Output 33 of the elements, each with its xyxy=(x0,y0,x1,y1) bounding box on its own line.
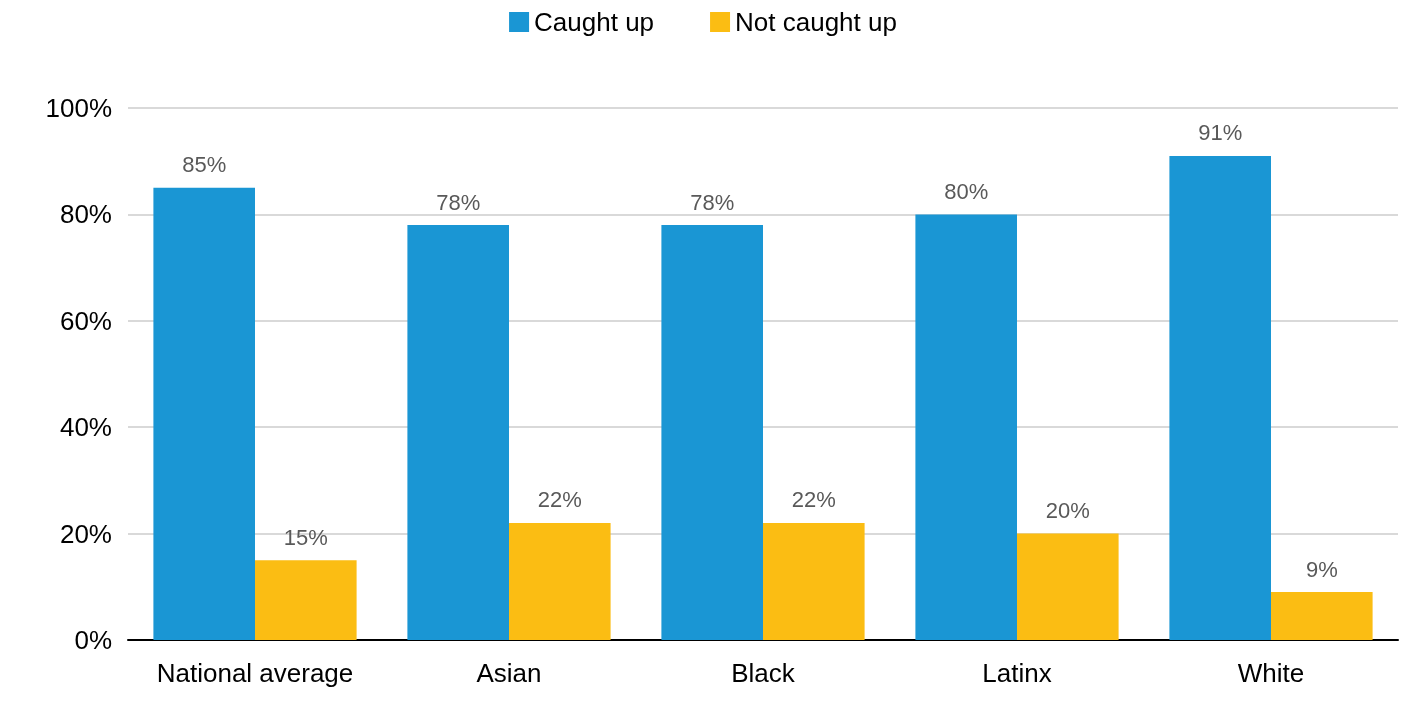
bar xyxy=(661,225,763,640)
y-tick-label: 0% xyxy=(74,625,112,655)
data-label: 91% xyxy=(1198,120,1243,146)
legend-label: Not caught up xyxy=(735,7,897,37)
bar xyxy=(153,187,255,640)
x-tick-label: National average xyxy=(156,658,354,688)
bar xyxy=(509,522,611,640)
bar xyxy=(255,560,357,640)
data-label: 15% xyxy=(283,524,328,550)
y-tick-label: 80% xyxy=(59,199,112,230)
bar xyxy=(763,522,865,640)
data-label: 20% xyxy=(1045,498,1090,524)
data-label: 80% xyxy=(944,178,989,204)
y-tick-label: 60% xyxy=(59,305,112,336)
bar xyxy=(1169,155,1271,640)
legend-label: Caught up xyxy=(534,7,655,37)
bar xyxy=(1271,592,1373,640)
bar xyxy=(1017,533,1119,640)
x-tick-label: Latinx xyxy=(982,658,1052,688)
data-label: 22% xyxy=(537,487,582,513)
x-tick-label: White xyxy=(1237,658,1305,688)
bar xyxy=(407,225,509,640)
data-label: 78% xyxy=(690,189,735,215)
x-tick-label: Black xyxy=(731,658,796,688)
y-tick-label: 20% xyxy=(59,518,112,549)
data-label: 22% xyxy=(791,487,836,513)
data-label: 85% xyxy=(182,152,227,178)
data-label: 9% xyxy=(1305,556,1338,582)
data-label: 78% xyxy=(436,189,481,215)
x-tick-label: Asian xyxy=(476,658,542,688)
bar xyxy=(915,214,1017,640)
y-tick-label: 40% xyxy=(59,412,112,443)
y-tick-label: 100% xyxy=(45,93,112,123)
